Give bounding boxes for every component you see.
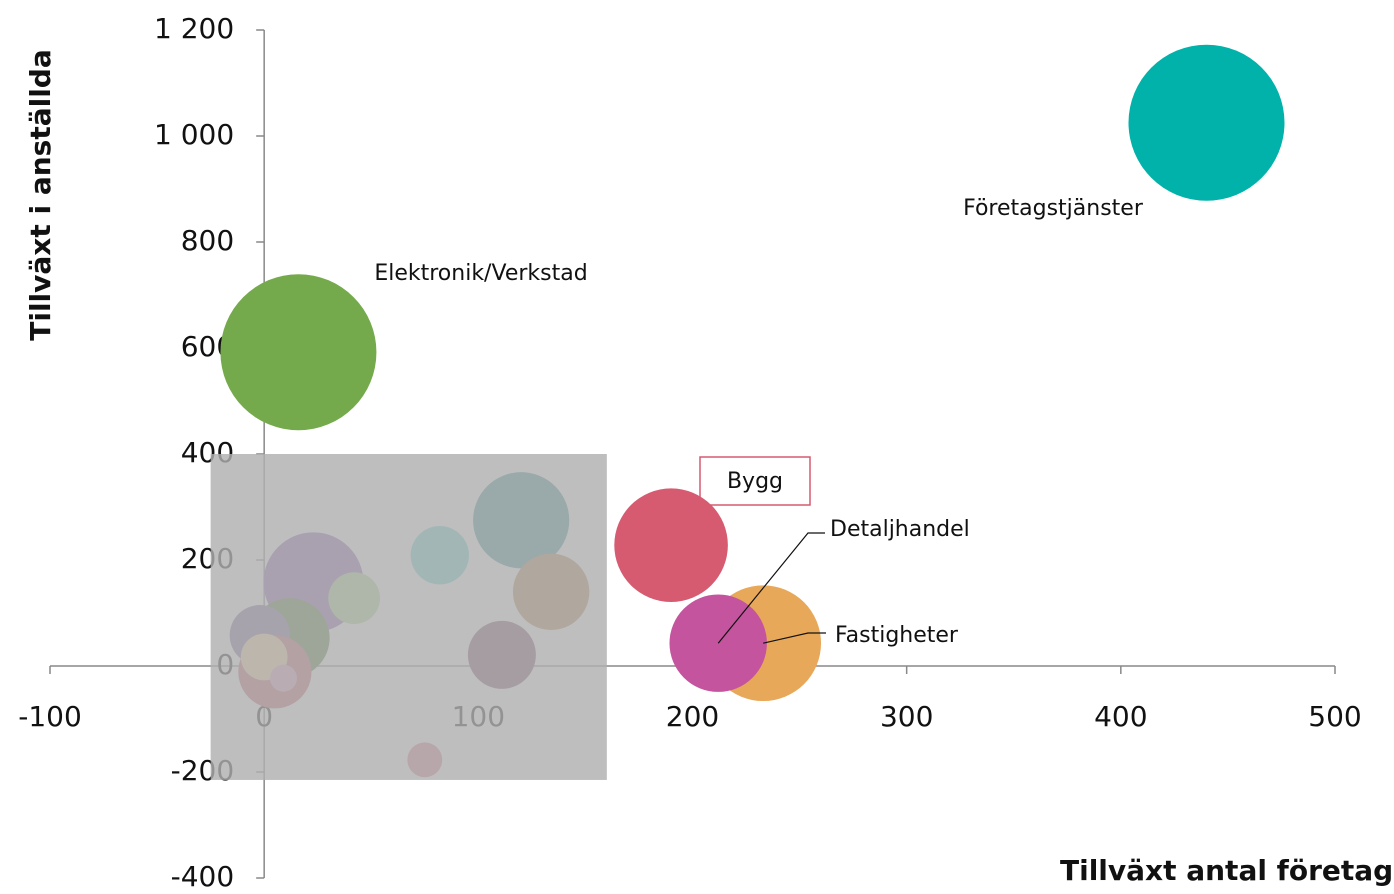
y-tick-label: 1 000: [154, 118, 234, 151]
bubble: [1128, 44, 1285, 201]
x-tick-label: 200: [666, 700, 719, 733]
leader-line: [717, 532, 825, 644]
y-tick-label: -400: [171, 860, 235, 893]
bubble-label: Företagstjänster: [963, 196, 1144, 221]
label-box: [699, 456, 811, 506]
bubble-label: Elektronik/Verkstad: [374, 261, 588, 286]
leader-line: [763, 632, 826, 644]
y-tick-label: 1 200: [154, 12, 234, 45]
x-tick-label: 300: [880, 700, 933, 733]
x-tick-label: 400: [1094, 700, 1147, 733]
bubble-label: Fastigheter: [835, 623, 959, 648]
bubble-label: Detaljhandel: [830, 517, 970, 542]
bubble: [614, 488, 728, 602]
y-tick-label: 800: [181, 224, 234, 257]
highlight-region: [210, 454, 607, 780]
y-axis-title: Tillväxt i anställda: [24, 49, 57, 340]
x-tick-label: 500: [1308, 700, 1361, 733]
x-tick-label: -100: [18, 700, 82, 733]
bubble-label: Bygg: [727, 469, 783, 494]
x-axis-title: Tillväxt antal företag: [1060, 854, 1393, 887]
bubble: [220, 274, 377, 431]
